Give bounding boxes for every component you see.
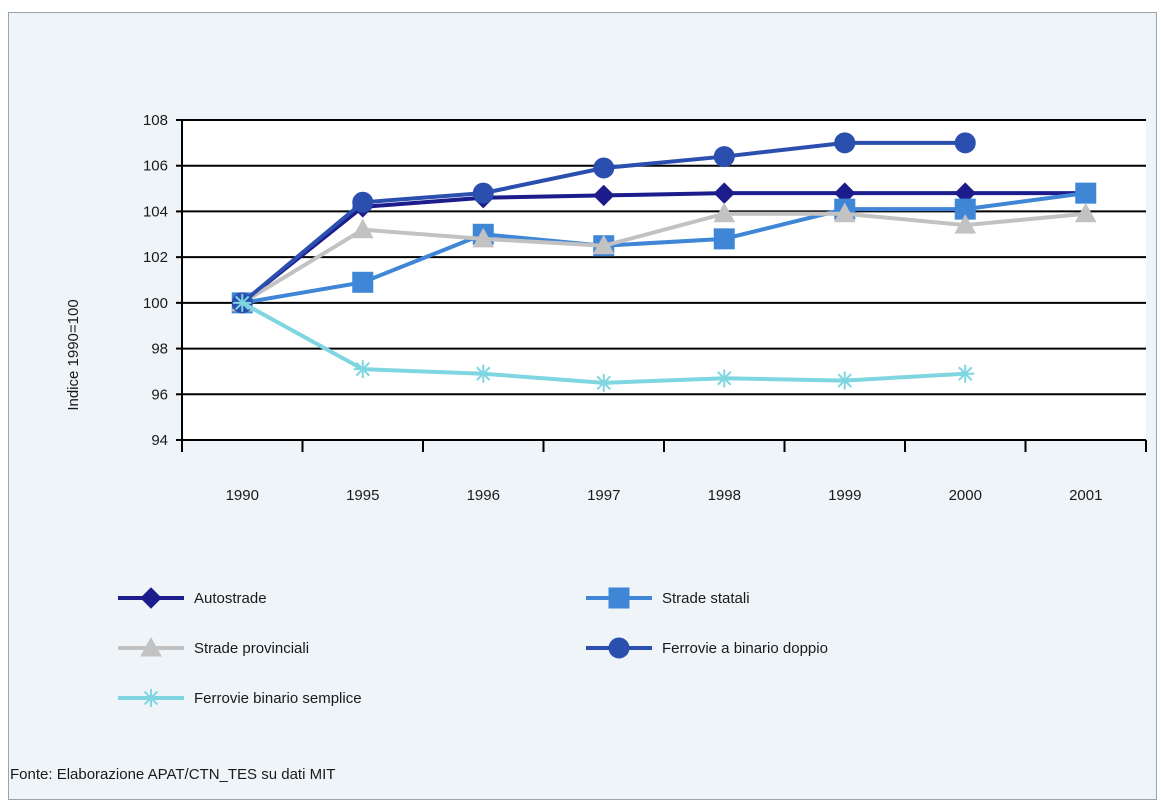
data-point — [713, 228, 735, 250]
y-tick-label: 94 — [151, 432, 168, 449]
legend-label: Strade provinciali — [194, 640, 309, 657]
legend-item: Autostrade — [118, 587, 267, 609]
axes — [181, 120, 1147, 452]
x-tick-labels: 1990 1995 1996 1997 1998 1999 2000 2001 — [226, 487, 1103, 504]
y-tick-label: 98 — [151, 341, 168, 358]
series-ferrovie-binario-semplice — [233, 293, 975, 392]
x-tick-label: 1995 — [346, 487, 379, 504]
legend-marker — [140, 587, 162, 609]
data-point — [472, 227, 495, 248]
x-tick-label: 2000 — [949, 487, 982, 504]
legend-label: Strade statali — [662, 590, 750, 607]
series-line — [241, 211, 1086, 305]
data-point — [713, 146, 735, 168]
legend-marker — [608, 637, 630, 659]
legend-label: Ferrovie binario semplice — [194, 690, 362, 707]
legend-item: Strade statali — [586, 587, 750, 609]
data-point — [833, 202, 856, 223]
legend-item: Strade provinciali — [118, 636, 309, 657]
data-point — [594, 373, 613, 392]
data-point — [834, 132, 856, 154]
data-point — [713, 202, 736, 223]
data-point — [352, 191, 374, 213]
legend-marker — [140, 636, 162, 657]
data-point — [352, 271, 374, 293]
y-tick-labels: 94 96 98 100 102 104 106 108 — [143, 112, 168, 449]
data-point — [835, 371, 854, 390]
data-point — [592, 234, 615, 255]
legend-label: Autostrade — [194, 590, 267, 607]
y-tick-label: 96 — [151, 386, 168, 403]
legend-item: Ferrovie binario semplice — [118, 689, 362, 707]
grid — [176, 119, 1146, 441]
x-tick-label: 1998 — [708, 487, 741, 504]
data-point — [954, 132, 976, 154]
source-note: Fonte: Elaborazione APAT/CTN_TES su dati… — [10, 766, 336, 783]
series-line — [241, 191, 1087, 305]
legend-label: Ferrovie a binario doppio — [662, 640, 828, 657]
legend-item: Ferrovie a binario doppio — [586, 637, 828, 659]
data-point — [715, 369, 734, 388]
data-point — [233, 293, 252, 312]
data-point — [1075, 182, 1097, 204]
legend: Autostrade Strade statali Strade provincia… — [118, 587, 828, 707]
y-tick-label: 108 — [143, 112, 168, 129]
series-line — [241, 191, 1086, 305]
x-tick-label: 1997 — [587, 487, 620, 504]
series-ferrovie-a-binario-doppio — [231, 132, 976, 314]
x-tick-label: 1996 — [467, 487, 500, 504]
data-point — [954, 214, 977, 234]
y-tick-label: 104 — [143, 203, 168, 220]
x-tick-label: 1999 — [828, 487, 861, 504]
x-tick-label: 1990 — [226, 487, 259, 504]
data-point — [351, 218, 374, 239]
data-point — [593, 184, 615, 207]
y-tick-label: 102 — [143, 249, 168, 266]
data-point — [474, 364, 493, 383]
data-point — [593, 157, 615, 179]
data-point — [956, 364, 975, 383]
data-point — [1074, 202, 1097, 223]
y-tick-label: 100 — [143, 295, 168, 312]
y-axis-title: Indice 1990=100 — [65, 299, 82, 410]
x-tick-label: 2001 — [1069, 487, 1102, 504]
legend-marker — [608, 587, 630, 609]
data-point — [353, 360, 372, 379]
plot-area — [182, 120, 1146, 440]
data-point — [472, 182, 494, 204]
y-tick-label: 106 — [143, 158, 168, 175]
series — [231, 132, 1097, 392]
legend-marker — [142, 689, 160, 707]
